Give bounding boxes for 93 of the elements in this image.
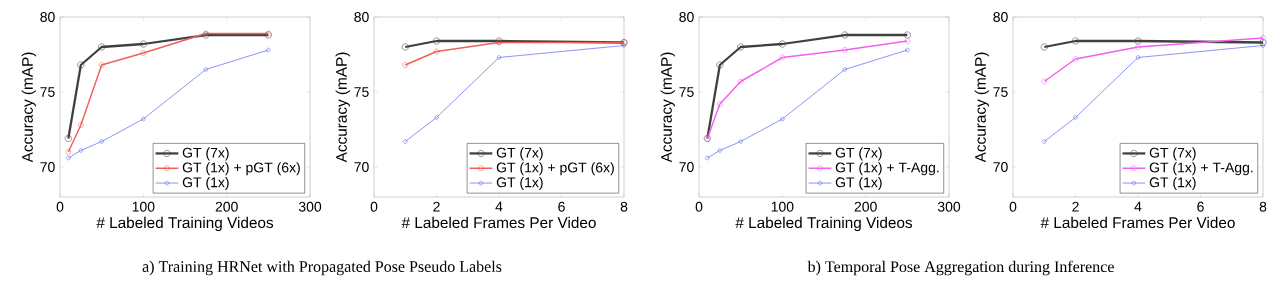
- point: [778, 40, 786, 48]
- x-tick-label: 100: [771, 201, 794, 212]
- point: [78, 122, 84, 128]
- x-tick-label: 200: [854, 201, 877, 212]
- x-tick-label: 8: [1259, 201, 1267, 212]
- x-tick-label: 0: [695, 201, 703, 212]
- y-axis-title: Accuracy (mAP): [974, 52, 989, 163]
- x-tick-label: 300: [298, 201, 322, 212]
- point: [738, 139, 743, 144]
- x-tick-label: 0: [1009, 201, 1017, 212]
- point: [716, 61, 724, 69]
- point: [779, 54, 786, 61]
- point: [433, 37, 440, 45]
- y-tick-label: 75: [993, 87, 1008, 97]
- point: [77, 61, 85, 69]
- point: [841, 31, 849, 39]
- point: [402, 62, 409, 68]
- legend-label: GT (1x) + T-Agg.: [1149, 162, 1253, 176]
- x-tick-label: 0: [56, 201, 64, 212]
- y-tick-label: 80: [993, 12, 1008, 22]
- legend-label: GT (1x) + pGT (6x): [182, 162, 300, 176]
- point: [98, 43, 106, 51]
- x-axis-title: # Labeled Frames Per Video: [401, 216, 596, 229]
- y-tick-label: 70: [679, 162, 694, 172]
- legend-label: GT (7x): [496, 147, 543, 161]
- x-tick-label: 2: [433, 201, 440, 212]
- y-tick-label: 70: [40, 162, 55, 172]
- point: [1040, 43, 1048, 51]
- point: [903, 31, 911, 39]
- legend-label: GT (1x) + pGT (6x): [496, 162, 614, 176]
- point: [434, 115, 439, 120]
- x-axis-title: # Labeled Training Videos: [735, 216, 913, 232]
- y-tick-label: 75: [40, 87, 55, 97]
- legend-label: GT (7x): [835, 147, 882, 161]
- point: [203, 67, 208, 72]
- y-tick-label: 70: [993, 162, 1008, 172]
- point: [737, 78, 744, 85]
- y-tick-label: 80: [40, 12, 55, 22]
- point: [98, 62, 105, 68]
- point: [140, 50, 147, 56]
- point: [139, 40, 147, 48]
- x-tick-label: 4: [1134, 201, 1142, 212]
- point: [1041, 78, 1048, 85]
- point: [433, 48, 440, 55]
- point: [1135, 55, 1141, 60]
- text: a) Training HRNet with Propagated Pose Pseudo Labels: [142, 260, 502, 276]
- legend-label: GT (7x): [182, 147, 229, 161]
- legend-label: GT (1x): [835, 176, 882, 191]
- point: [401, 43, 409, 51]
- x-tick-label: 2: [1072, 201, 1079, 212]
- point: [717, 101, 723, 107]
- point: [842, 67, 847, 72]
- point: [842, 47, 848, 53]
- point: [737, 43, 745, 51]
- point: [1072, 56, 1079, 62]
- x-tick-label: 200: [215, 201, 238, 212]
- legend-label: GT (1x): [1149, 176, 1196, 191]
- legend-label: GT (7x): [1149, 147, 1196, 161]
- point: [780, 116, 785, 122]
- point: [1072, 37, 1079, 45]
- y-tick-label: 80: [679, 12, 694, 22]
- legend-label: GT (1x): [182, 176, 229, 191]
- y-tick-label: 75: [679, 87, 694, 97]
- point: [1134, 37, 1142, 45]
- y-tick-label: 70: [354, 162, 369, 172]
- legend-label: GT (1x) + T-Agg.: [835, 162, 939, 176]
- point: [64, 135, 72, 142]
- point: [1073, 115, 1078, 120]
- y-tick-label: 80: [354, 12, 369, 22]
- x-tick-label: 4: [495, 201, 503, 212]
- point: [65, 149, 72, 155]
- x-axis-title: # Labeled Frames Per Video: [1040, 216, 1235, 229]
- point: [78, 148, 83, 153]
- x-tick-label: 6: [1197, 201, 1204, 212]
- y-tick-label: 75: [354, 87, 369, 97]
- point: [99, 139, 104, 144]
- y-axis-title: Accuracy (mAP): [335, 52, 350, 163]
- text: b) Temporal Pose Aggregation during Inference: [807, 260, 1114, 276]
- x-tick-label: 0: [370, 201, 378, 212]
- point: [717, 148, 722, 153]
- y-axis-title: Accuracy (mAP): [660, 52, 675, 163]
- point: [1260, 35, 1266, 41]
- point: [1135, 44, 1141, 50]
- point: [496, 55, 502, 60]
- x-tick-label: 100: [132, 201, 155, 212]
- x-axis-title: # Labeled Training Videos: [96, 216, 274, 232]
- point: [141, 116, 146, 122]
- y-axis-title: Accuracy (mAP): [21, 52, 36, 163]
- x-tick-label: 6: [558, 201, 565, 212]
- point: [1259, 39, 1267, 46]
- legend-label: GT (1x): [496, 176, 543, 191]
- x-tick-label: 8: [620, 201, 628, 212]
- x-tick-label: 300: [937, 201, 961, 212]
